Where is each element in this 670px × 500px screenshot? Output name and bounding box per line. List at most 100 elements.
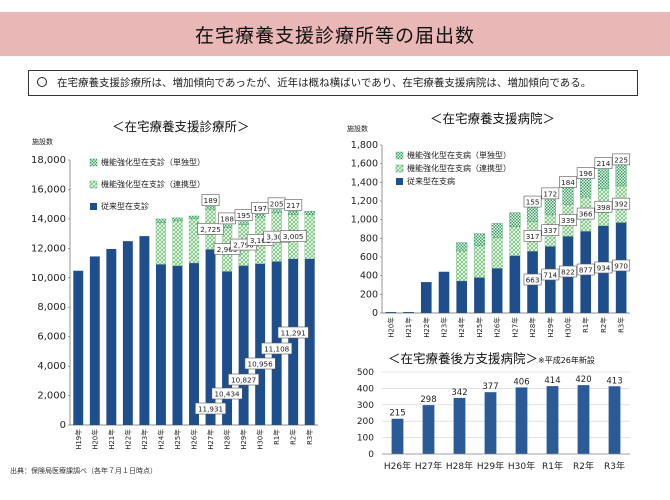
clinic-data-label: 3,005 <box>283 232 304 241</box>
clinic-bar-base <box>139 236 150 425</box>
hospital-bar-base <box>420 282 432 313</box>
clinic-xtick: H20年 <box>90 429 99 450</box>
hospital-ytick: 1,400 <box>351 177 378 188</box>
clinic-chart: 施設数 0 2,000 4,000 6,000 8,000 10,000 12,000 14,0… <box>31 137 318 450</box>
hospital-bar-single <box>580 178 592 198</box>
hospital-data-label: 822 <box>561 268 575 277</box>
clinic-data-label: 11,108 <box>264 345 290 354</box>
clinic-bar-collab <box>155 222 167 265</box>
clinic-bar-base <box>122 241 133 425</box>
hospital-data-label-box <box>612 259 631 272</box>
clinic-data-label: 10,956 <box>248 360 274 369</box>
hospital-bar-base <box>456 280 468 313</box>
clinic-bar-base <box>288 258 299 425</box>
hospital-data-label: 339 <box>561 216 575 225</box>
clinic-xtick: R2年 <box>289 429 298 445</box>
hospital-data-label: 877 <box>579 266 593 275</box>
clinic-ytick: 6,000 <box>37 332 66 343</box>
hospital-xtick: R3年 <box>617 317 626 333</box>
hospital-data-label-box <box>523 195 542 208</box>
clinic-bar-single <box>254 214 266 218</box>
clinic-ytick: 8,000 <box>37 302 66 313</box>
hospital-ytick: 1,000 <box>351 215 378 226</box>
rear-ytick: 500 <box>357 368 374 378</box>
hospital-data-label-box <box>541 224 560 236</box>
rear-bar <box>608 386 621 454</box>
hospital-bar-single <box>491 223 503 238</box>
hospital-bar-single <box>597 168 609 189</box>
clinic-bar-single <box>155 218 167 223</box>
hospital-ytick: 400 <box>360 271 378 282</box>
rear-data-label: 377 <box>482 382 498 392</box>
clinic-legend-label: 機能強化型在支診（連携型） <box>101 179 205 189</box>
clinic-data-label: 205 <box>270 199 284 208</box>
clinic-ytick: 12,000 <box>31 243 66 254</box>
hospital-bar-single <box>473 233 485 247</box>
hospital-bar-base <box>491 268 503 313</box>
clinic-xtick: H25年 <box>173 429 182 450</box>
clinic-legend-swatch <box>90 203 97 210</box>
clinic-bar-base <box>155 264 166 425</box>
rear-xtick: R3年 <box>604 460 625 472</box>
rear-xtick: R1年 <box>542 460 563 472</box>
hospital-bar-base <box>438 271 450 313</box>
hospital-data-label: 934 <box>597 264 611 273</box>
clinic-bar-base <box>222 271 233 425</box>
hospital-xtick: H21年 <box>404 317 413 338</box>
clinic-bar-single <box>271 209 282 214</box>
summary-text: 在宅療養支援診療所は、増加傾向であったが、近年は概ね横ばいであり、在宅療養支援病… <box>57 77 592 89</box>
rear-chart-title-text: ＜在宅療養後方支援病院＞ <box>388 351 539 366</box>
hospital-data-label-box <box>523 273 542 286</box>
clinic-data-label-box <box>244 357 276 370</box>
clinic-bar-single <box>304 211 315 215</box>
clinic-bar-base <box>89 256 100 425</box>
clinic-bar-base <box>172 265 183 425</box>
clinic-ytick: 14,000 <box>31 214 66 225</box>
hospital-data-label: 214 <box>597 159 611 168</box>
clinic-data-label: 189 <box>204 196 218 205</box>
clinic-data-label: 2,725 <box>200 225 221 234</box>
hospital-bar-collab <box>491 237 503 269</box>
rear-xtick: H27年 <box>415 460 442 472</box>
hospital-data-label-box <box>559 176 577 188</box>
hospital-xtick: H29年 <box>546 317 555 338</box>
hospital-legend-label: 機能強化型在支病（連携型） <box>407 163 511 173</box>
hospital-data-label-box <box>559 214 577 226</box>
clinic-xtick: H22年 <box>123 429 132 450</box>
rear-ytick: 400 <box>357 384 374 394</box>
hospital-xtick: H23年 <box>440 317 449 338</box>
hospital-data-label-box <box>576 207 595 220</box>
clinic-data-label-box <box>228 373 260 386</box>
clinic-xtick: H21年 <box>107 429 116 450</box>
hospital-xtick: R1年 <box>581 317 590 333</box>
rear-ytick: 200 <box>357 417 374 427</box>
clinic-data-label-box <box>234 209 253 221</box>
hospital-ytick: 1,200 <box>351 196 378 207</box>
clinic-bar-base <box>106 248 117 425</box>
rear-bar <box>453 397 466 454</box>
rear-bar <box>515 387 528 454</box>
hospital-data-label-box <box>612 197 631 210</box>
hospital-data-label-box <box>576 263 595 276</box>
hospital-data-label: 172 <box>543 189 557 198</box>
clinic-legend-label: 機能強化型在支診（単独型） <box>101 157 205 167</box>
hospital-data-label: 155 <box>526 198 540 207</box>
hospital-data-label-box <box>594 157 613 170</box>
clinic-ytick: 2,000 <box>37 391 66 402</box>
clinic-data-label: 2,790 <box>233 241 254 250</box>
clinic-data-label: 11,291 <box>281 329 306 338</box>
clinic-ytick: 4,000 <box>37 361 66 372</box>
hospital-data-label-box <box>541 187 560 200</box>
hospital-chart: 施設数 0 200 400 600 800 1,000 1,200 1,400 1,600 1,80… <box>347 124 631 338</box>
hospital-legend-label: 機能強化型在支病（単独型） <box>407 150 511 160</box>
hospital-legend-swatch <box>395 151 404 160</box>
rear-chart-title: ＜在宅療養後方支援病院＞※平成26年新設 <box>388 348 595 367</box>
hospital-legend-swatch <box>396 178 403 185</box>
clinic-legend-label: 従来型在支診 <box>101 201 149 211</box>
page-title: 在宅療養支援診療所等の届出数 <box>0 12 670 56</box>
rear-xtick: H29年 <box>477 460 504 472</box>
hospital-data-label: 970 <box>614 262 628 271</box>
clinic-xtick: H24年 <box>156 429 165 450</box>
hospital-bar-collab <box>473 245 485 278</box>
rear-data-label: 298 <box>420 395 436 405</box>
